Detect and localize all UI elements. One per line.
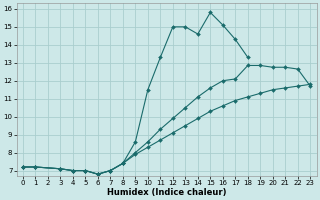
X-axis label: Humidex (Indice chaleur): Humidex (Indice chaleur) bbox=[107, 188, 226, 197]
